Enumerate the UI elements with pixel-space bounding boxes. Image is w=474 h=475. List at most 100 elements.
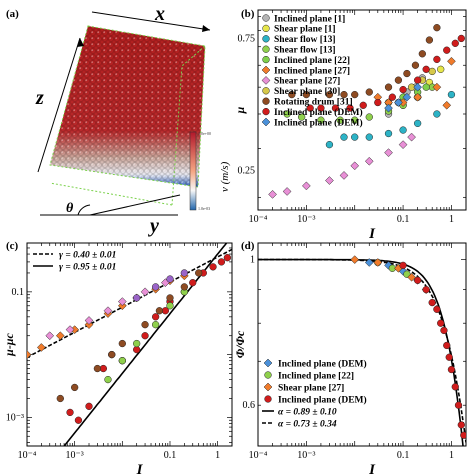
data-point [388,93,397,101]
data-point [422,83,430,91]
legend-marker [263,358,273,368]
legend-marker [262,14,270,22]
data-point [93,364,102,373]
x-tick-label: 10⁻⁴ [249,214,268,225]
legend-label: Inclined plane [1] [274,14,345,24]
x-tick-label: 10⁻³ [297,450,315,461]
data-point [340,133,348,141]
y-axis-title: μ-μc [2,332,16,356]
x-axis-title: I [368,462,376,475]
fit-line [63,243,228,446]
data-point [433,305,441,313]
chart-b: 10⁻⁴ 10⁻³ 0.1 1 0.25 0.75 Iμ Inclined plane [1]… [233,9,467,242]
data-point [108,350,116,359]
data-point [398,140,408,149]
data-point [350,255,360,264]
legend-label: Inclined plane (DEM) [274,107,363,118]
data-point [223,254,232,262]
y-tick-label: 0.25 [238,166,256,177]
data-point [103,306,113,316]
legend-label: Inclined plane (DEM) [278,358,367,369]
data-point [384,83,393,91]
colorbar-min: 1.0e-03 [198,206,210,211]
legend-label: Shear plane [30] [274,87,340,97]
x-tick-label: 1 [449,214,454,225]
legend-marker [261,65,271,75]
data-point [407,132,416,142]
data-point [180,283,188,291]
legend-label: Inclined plane [22] [274,56,350,66]
data-point [45,331,55,341]
data-point [447,56,456,66]
chart-d: 10⁻⁴ 10⁻³ 0.1 1 1 0.6 I Φ/Φc Inclined plane (DEM… [233,242,467,475]
y-tick-label: 0.6 [243,400,256,411]
data-point [428,298,436,307]
x-tick-label: 1 [449,450,454,461]
data-point [180,269,188,277]
legend-marker [264,371,272,379]
x-arrow-head [202,25,210,32]
data-point [413,76,422,84]
colorbar-max: 1.0e+00 [198,131,211,136]
colorbar [189,131,197,211]
data-point [447,365,456,374]
data-point [428,67,436,76]
chart-c: 10⁻⁴ 10⁻³ 0.1 1 0.1 10⁻³ Iμ-μc γ = 0.40 ± 0.01 γ… [2,242,233,475]
axis-y-label: y [148,215,159,237]
data-point [365,113,373,121]
granular-texture [50,26,205,187]
data-point [460,431,466,439]
data-point [433,55,441,64]
x-tick-label: 10⁻⁴ [249,450,268,461]
angle-label: θ [66,201,74,216]
data-point [317,116,325,124]
legend-label: γ = 0.40 ± 0.01 [59,251,116,261]
legend-marker [261,117,271,127]
data-point [339,171,349,180]
legend-label: Rotating drum [31] [274,98,353,108]
data-point [413,82,422,92]
legend-label: Shear plane [1] [274,25,336,35]
legend-marker [262,107,270,116]
data-point [364,156,374,166]
y-axis-title: Φ/Φc [233,330,247,358]
data-point [283,110,291,118]
plot-area-c [27,243,232,446]
panel-b-label: (b) [241,8,255,20]
axis-z-label: z [35,87,44,109]
data-point [445,353,453,361]
data-point [433,110,441,118]
data-point [374,98,382,107]
data-point [437,319,445,327]
data-point [447,90,456,99]
y-tick-label: 0.1 [12,287,25,298]
data-point [350,161,360,171]
data-point [443,341,451,350]
data-point [325,176,334,185]
data-point [288,90,296,99]
plot-frame-d [257,242,467,447]
axis-x-label: x [154,3,165,25]
data-point [36,343,46,352]
data-point [422,65,430,73]
data-point [394,76,403,84]
plot-area-b [268,24,465,199]
legend-marker [262,87,270,95]
data-point [384,103,393,113]
legend-label: Inclined plane (DEM) [278,394,367,405]
data-point [325,90,334,99]
data-point [336,116,344,124]
y-tick-label: 0.75 [238,33,256,44]
x-tick-label: 1 [215,450,220,461]
data-point [166,302,174,310]
data-point [133,345,141,354]
legend-label: Shear flow [13] [274,35,336,45]
legend-marker [262,35,270,43]
data-point [413,276,422,284]
y-tick-label: 1 [250,255,255,266]
x-axis-arrow [91,11,211,31]
data-point [413,119,422,128]
x-tick-label: 10⁻³ [297,214,315,225]
data-point [384,129,393,138]
data-point [302,90,311,99]
